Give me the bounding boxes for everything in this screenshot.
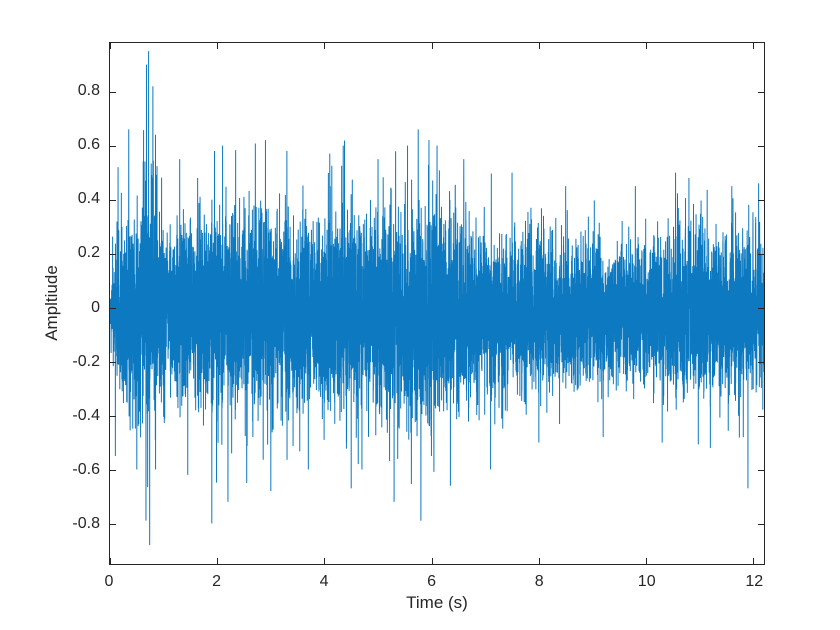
- y-tick-label: 0: [91, 298, 100, 316]
- plot-area: [109, 42, 765, 565]
- y-axis-label: Ampltiude: [42, 265, 61, 341]
- y-tick-label: -0.6: [72, 461, 100, 479]
- y-tick-label: 0.2: [77, 244, 100, 262]
- y-tick-label: -0.2: [72, 352, 100, 370]
- x-tick-label: 8: [534, 573, 544, 590]
- x-tick-label: 10: [637, 573, 656, 590]
- y-tick-label: -0.4: [72, 406, 100, 424]
- waveform-canvas: [110, 43, 764, 564]
- y-tick-label: 0.6: [77, 135, 100, 153]
- y-tick-label: 0.8: [77, 81, 100, 99]
- x-tick-label: 0: [104, 573, 114, 590]
- y-tick-label: 0.4: [77, 190, 100, 208]
- x-tick-label: 12: [745, 573, 764, 590]
- x-tick-label: 2: [212, 573, 221, 590]
- x-tick-label: 6: [427, 573, 437, 590]
- x-tick-label: 4: [319, 573, 329, 590]
- y-tick-label: -0.8: [72, 515, 100, 533]
- x-axis-label: Time (s): [406, 593, 468, 612]
